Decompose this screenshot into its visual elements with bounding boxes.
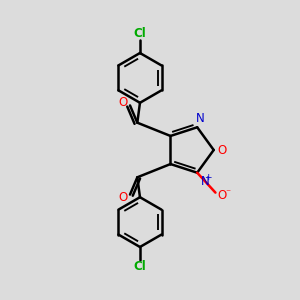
Text: O: O xyxy=(118,191,127,204)
Text: Cl: Cl xyxy=(134,260,146,273)
Text: Cl: Cl xyxy=(134,27,146,40)
Text: N: N xyxy=(196,112,204,125)
Text: N: N xyxy=(201,175,210,188)
Text: +: + xyxy=(204,173,212,182)
Text: O: O xyxy=(218,143,226,157)
Text: ⁻: ⁻ xyxy=(226,188,231,198)
Text: O: O xyxy=(118,96,127,109)
Text: O: O xyxy=(218,189,227,203)
